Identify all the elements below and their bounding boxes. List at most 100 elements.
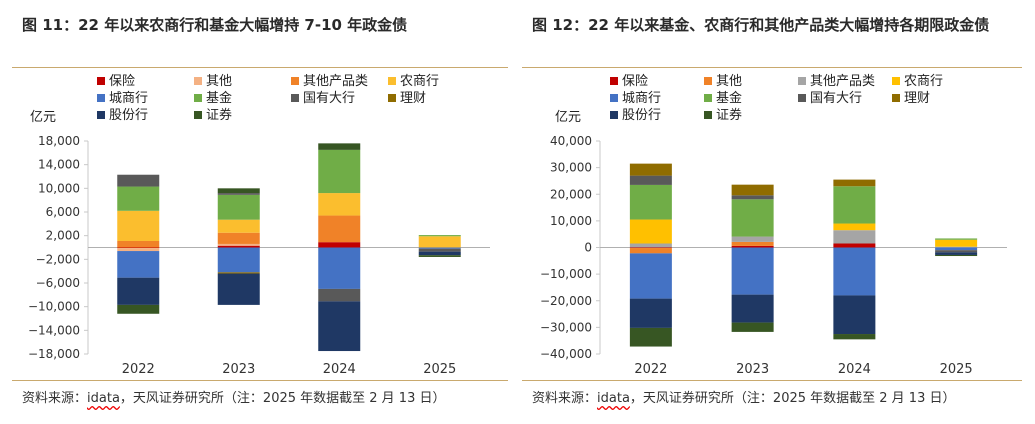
left-bar-2022-1: [117, 248, 160, 252]
right-source-note: 资料来源：idata，天风证券研究所（注：2025 年数据截至 2 月 13 日…: [532, 387, 955, 406]
left-legend-swatch-3: [388, 77, 396, 85]
left-bar-2025-6: [418, 248, 461, 252]
left-legend-item-8: 股份行: [97, 108, 148, 123]
left-bar-2024-3: [318, 193, 361, 216]
left-y-tick-label-8: −14,000: [28, 323, 80, 337]
right-legend-label-7: 理财: [904, 91, 930, 106]
right-bar-2022-9: [629, 327, 672, 347]
right-legend-swatch-5: [704, 94, 712, 102]
left-bar-2023-0: [217, 245, 260, 248]
left-bar-2025-3: [418, 236, 461, 248]
right-y-tick-label-0: 40,000: [550, 134, 592, 148]
right-bar-2023-5: [731, 199, 774, 237]
right-bar-group-2023: [731, 184, 774, 332]
left-y-tick-label-5: −2,000: [36, 252, 80, 266]
left-legend-label-8: 股份行: [109, 108, 148, 123]
left-bar-2023-9: [217, 188, 260, 194]
right-bar-2023-8: [731, 294, 774, 323]
left-legend-label-4: 城商行: [109, 91, 148, 106]
left-bar-2023-2: [217, 232, 260, 244]
right-bar-2023-2: [731, 236, 774, 242]
left-y-tick-label-0: 18,000: [38, 134, 80, 148]
left-x-tick-label-1: 2023: [222, 362, 255, 377]
right-bar-2022-0: [629, 247, 672, 249]
right-bar-2022-4: [629, 253, 672, 299]
right-legend-label-9: 证券: [716, 107, 742, 123]
right-bar-group-2025: [935, 238, 978, 257]
right-legend-label-4: 城商行: [622, 91, 661, 106]
source-prefix: 资料来源：: [22, 391, 88, 406]
left-bar-2023-3: [217, 219, 260, 233]
right-x-tick-label-2: 2024: [838, 362, 871, 377]
left-x-tick-label-2: 2024: [323, 362, 356, 377]
left-bar-group-2022: [117, 174, 160, 314]
right-bar-2022-1: [629, 248, 672, 254]
right-bar-2022-2: [629, 243, 672, 248]
left-bar-2023-6: [217, 193, 260, 195]
right-bar-2025-4: [935, 247, 978, 251]
left-bar-2023-1: [217, 243, 260, 246]
left-bar-2022-5: [117, 186, 160, 211]
left-y-tick-label-9: −18,000: [28, 347, 80, 361]
left-bar-2024-6: [318, 288, 361, 302]
right-legend-item-0: 保险: [610, 74, 648, 89]
right-bar-2024-5: [833, 186, 876, 224]
right-legend-label-0: 保险: [622, 74, 648, 89]
left-legend-label-6: 国有大行: [303, 91, 355, 106]
right-legend-item-8: 股份行: [610, 108, 661, 123]
right-bar-2025-5: [935, 238, 978, 240]
left-legend-item-9: 证券: [194, 107, 232, 123]
right-legend-item-1: 其他: [704, 74, 742, 89]
left-bar-2025-9: [418, 255, 461, 257]
left-bar-2024-8: [318, 301, 361, 352]
source-suffix: ，天风证券研究所（注：2025 年数据截至 2 月 13 日）: [629, 391, 956, 406]
source-idata: idata: [87, 391, 120, 406]
right-bar-2023-0: [731, 245, 774, 248]
left-legend-item-4: 城商行: [97, 91, 148, 106]
left-y-tick-label-2: 10,000: [38, 181, 80, 195]
right-bar-2025-9: [935, 254, 978, 257]
source-suffix: ，天风证券研究所（注：2025 年数据截至 2 月 13 日）: [119, 391, 446, 406]
left-y-axis-label: 亿元: [30, 110, 56, 125]
right-bar-2022-7: [629, 163, 672, 176]
left-legend-swatch-2: [291, 77, 299, 85]
left-bar-2022-9: [117, 304, 160, 314]
left-legend-swatch-4: [97, 94, 105, 102]
left-legend-item-1: 其他: [194, 74, 232, 89]
right-figure-title: 图 12：22 年以来基金、农商行和其他产品类大幅增持各期限政金债: [532, 16, 990, 34]
left-legend-swatch-8: [97, 111, 105, 119]
right-legend-label-5: 基金: [716, 90, 742, 106]
right-y-tick-label-6: −20,000: [540, 294, 592, 308]
right-x-tick-label-3: 2025: [940, 362, 973, 377]
right-legend-item-3: 农商行: [892, 74, 943, 89]
right-legend-item-6: 国有大行: [798, 91, 862, 106]
left-x-tick-label-0: 2022: [122, 362, 155, 377]
right-legend-swatch-6: [798, 94, 806, 102]
right-bar-2022-8: [629, 298, 672, 328]
left-y-tick-label-6: −6,000: [36, 276, 80, 290]
right-legend-swatch-0: [610, 77, 618, 85]
left-bar-2022-3: [117, 210, 160, 241]
left-bar-group-2023: [217, 188, 260, 305]
left-y-tick-label-1: 14,000: [38, 158, 80, 172]
left-source-note: 资料来源：idata，天风证券研究所（注：2025 年数据截至 2 月 13 日…: [22, 387, 445, 406]
left-y-tick-label-4: 2,000: [46, 229, 80, 243]
right-bar-2025-8: [935, 252, 978, 255]
right-bar-group-2024: [833, 179, 876, 340]
left-bar-2022-8: [117, 277, 160, 305]
right-y-tick-label-8: −40,000: [540, 347, 592, 361]
left-legend-item-5: 基金: [194, 90, 232, 106]
left-legend-item-0: 保险: [97, 74, 135, 89]
left-legend-swatch-0: [97, 77, 105, 85]
left-bar-2022-2: [117, 240, 160, 248]
left-legend-item-7: 理财: [388, 91, 426, 106]
right-x-tick-label-0: 2022: [634, 362, 667, 377]
left-x-tick-label-3: 2025: [423, 362, 456, 377]
left-bar-2023-7: [217, 272, 260, 274]
left-title-rule: [12, 67, 508, 68]
left-legend-label-9: 证券: [206, 107, 232, 123]
